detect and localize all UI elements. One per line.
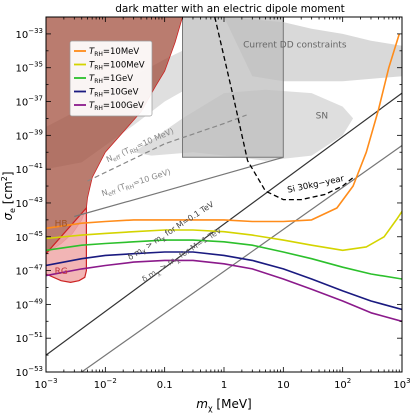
line-neff-1 xyxy=(74,156,284,218)
x-tick-label-0: 10−3 xyxy=(34,377,57,391)
line-label-3: δ mχ > mχ for M=1 TeV xyxy=(140,226,224,286)
x-tick-label-5: 102 xyxy=(334,377,351,391)
y-tick-label-0: 10−33 xyxy=(15,27,43,41)
line-dm-line-1 xyxy=(46,92,402,356)
legend: TRH=10MeV TRH=100MeV TRH=1GeV TRH=10GeV TRH=… xyxy=(69,40,153,117)
y-tick-label-4: 10−41 xyxy=(15,162,43,176)
legend-label-4: TRH=100GeV xyxy=(89,101,144,112)
region-label-0: Current DD constraints xyxy=(243,40,347,50)
curves xyxy=(46,17,402,372)
y-tick-label-3: 10−39 xyxy=(15,128,43,142)
line-si-30kg-year xyxy=(214,17,354,201)
series-line-4 xyxy=(46,259,402,323)
y-tick-label-1: 10−35 xyxy=(15,61,43,75)
line-neff-2 xyxy=(87,114,247,182)
x-tick-label-1: 10−2 xyxy=(94,377,117,391)
series-line-0 xyxy=(46,33,401,230)
region-label-4: Si 30kg−year xyxy=(287,174,346,196)
x-tick-label-4: 10 xyxy=(277,380,290,391)
series-line-1 xyxy=(46,210,402,252)
y-tick-label-8: 10−49 xyxy=(15,297,43,311)
legend-label-3: TRH=10GeV xyxy=(89,88,139,99)
legend-label-2: TRH=1GeV xyxy=(89,74,133,85)
y-axis-label: σe [cm2] xyxy=(0,171,17,220)
x-tick-label-3: 1 xyxy=(221,380,227,391)
legend-box xyxy=(69,40,153,117)
region-label-3: RG xyxy=(55,267,68,277)
legend-label-1: TRH=100MeV xyxy=(89,61,145,72)
series-line-2 xyxy=(46,239,402,280)
y-tick-label-7: 10−47 xyxy=(15,264,43,278)
region-dd-box xyxy=(182,17,284,158)
y-tick-label-10: 10−53 xyxy=(15,365,43,379)
x-tick-label-6: 103 xyxy=(393,377,410,391)
region-label-2: HB xyxy=(55,220,68,230)
series-line-3 xyxy=(46,251,402,311)
y-tick-label-5: 10−43 xyxy=(15,196,43,210)
y-tick-label-2: 10−37 xyxy=(15,95,43,109)
chart-title: dark matter with an electric dipole mome… xyxy=(115,3,344,15)
region-label-1: SN xyxy=(316,111,328,121)
y-tick-label-6: 10−45 xyxy=(15,230,43,244)
line-label-1: Neff (TRH=10 GeV) xyxy=(100,167,172,200)
axis-ticks: 10−3 10−2 0.1 1 10 102 103 10−33 10−35 10−37 10−39… xyxy=(15,16,411,391)
legend-label-0: TRH=10MeV xyxy=(89,47,139,58)
x-axis-label: mχ [MeV] xyxy=(196,397,251,413)
x-tick-label-2: 0.1 xyxy=(157,380,173,391)
y-tick-label-9: 10−51 xyxy=(15,331,43,345)
